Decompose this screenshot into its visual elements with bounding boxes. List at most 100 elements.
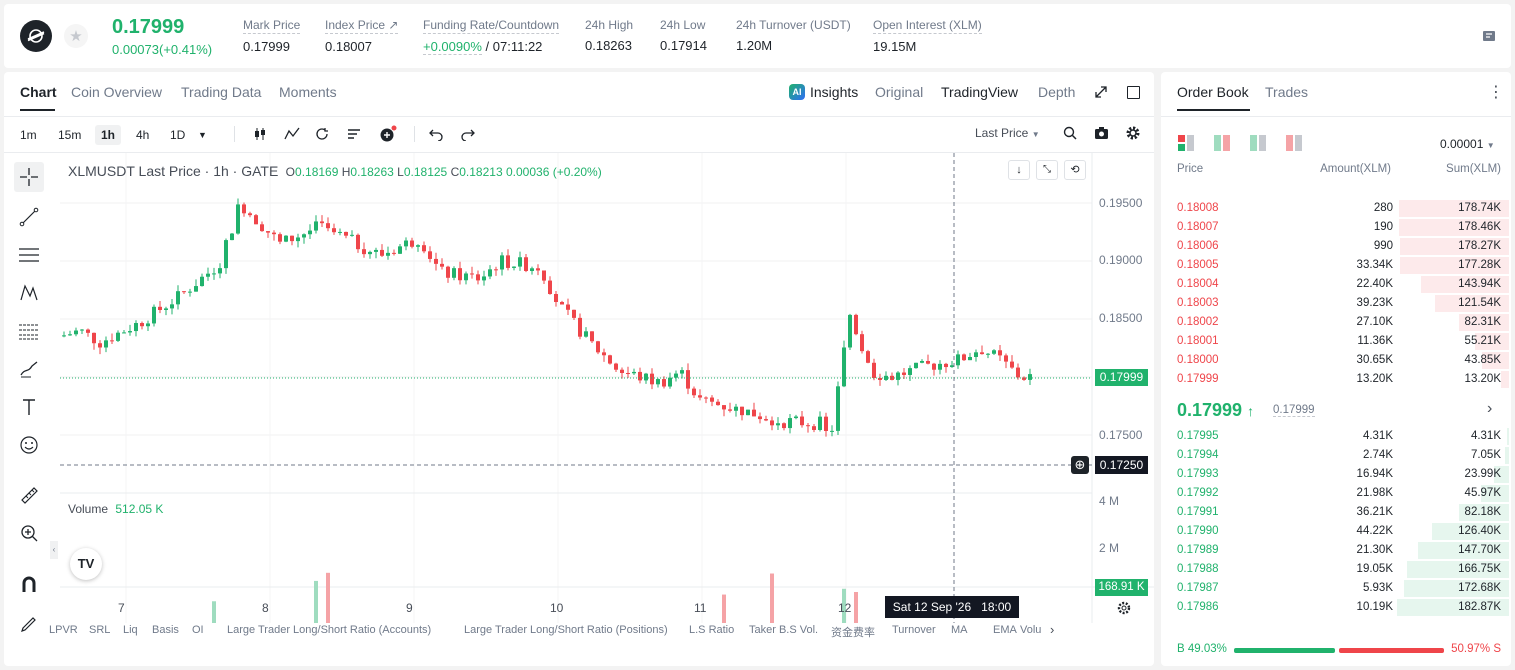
more-menu-icon[interactable]: ⋮ [1488,84,1504,101]
header-sum: Sum(XLM) [1446,163,1501,175]
tab-insights[interactable]: Insights [810,84,859,100]
search-icon[interactable] [1063,126,1077,145]
tab-order-book[interactable]: Order Book [1177,84,1249,100]
bid-sum: 45.97K [1464,487,1501,499]
candlestick-chart[interactable] [60,153,1154,623]
scroll-to-latest-icon[interactable]: ↓ [1008,160,1030,180]
indicator-item[interactable]: Large Trader Long/Short Ratio (Positions… [464,624,668,636]
chevron-right-icon[interactable]: › [1487,400,1493,417]
indicator-item[interactable]: L.S Ratio [689,624,735,636]
horizontal-lines-tool-icon[interactable] [14,240,44,270]
timeframe-1d[interactable]: 1D [170,128,186,142]
timeframe-1m[interactable]: 1m [20,128,37,142]
ask-row[interactable]: 0.18002 27.10K 82.31K [1177,313,1509,332]
ask-row[interactable]: 0.18007 190 178.46K [1177,218,1509,237]
emoji-tool-icon[interactable] [14,430,44,460]
settings-gear-icon[interactable] [1126,126,1140,145]
indicator-item[interactable]: Taker B.S Vol. [749,624,819,636]
indicator-item[interactable]: Liq [123,624,138,636]
tab-trading-data[interactable]: Trading Data [181,84,262,100]
bid-row[interactable]: 0.17994 2.74K 7.05K [1177,446,1509,465]
ask-row[interactable]: 0.18003 39.23K 121.54K [1177,294,1509,313]
indicator-item[interactable]: MA [951,624,968,636]
collapse-toolbar-icon[interactable]: ‹ [50,541,58,559]
chevron-right-icon[interactable]: › [1050,622,1055,637]
bid-row[interactable]: 0.17986 10.19K 182.87K [1177,598,1509,617]
tab-tradingview[interactable]: TradingView [941,84,1019,100]
notes-icon[interactable] [1479,26,1499,46]
magnet-icon[interactable] [14,569,44,599]
bid-price: 0.17987 [1177,582,1219,594]
text-tool-icon[interactable] [14,392,44,422]
trendline-tool-icon[interactable] [14,202,44,232]
bid-row[interactable]: 0.17993 16.94K 23.99K [1177,465,1509,484]
camera-icon[interactable] [1094,126,1109,145]
collapse-icon[interactable]: ⤡ [1036,160,1058,180]
timeframe-4h[interactable]: 4h [136,128,150,142]
mid-price[interactable]: 0.17999 ↑ [1177,400,1254,421]
reset-view-icon[interactable]: ⟲ [1064,160,1086,180]
fib-tool-icon[interactable] [14,316,44,346]
stat-index-price[interactable]: Index Price ↗ 0.18007 [325,18,399,54]
add-alert-icon[interactable]: ⊕ [1071,456,1089,474]
tab-coin-overview[interactable]: Coin Overview [71,84,163,100]
indicators-icon[interactable] [284,127,300,146]
bid-amount: 19.05K [1356,563,1393,575]
pattern-tool-icon[interactable] [14,278,44,308]
bid-row[interactable]: 0.17995 4.31K 4.31K [1177,427,1509,446]
indicator-item[interactable]: LPVR [49,624,78,636]
chevron-down-icon[interactable]: ▼ [198,130,207,140]
indicator-item[interactable]: Volu [1020,624,1042,636]
expand-icon[interactable] [1094,85,1108,104]
bid-row[interactable]: 0.17991 36.21K 82.18K [1177,503,1509,522]
bid-row[interactable]: 0.17988 19.05K 166.75K [1177,560,1509,579]
book-view-bids-icon[interactable] [1250,135,1266,156]
brush-tool-icon[interactable] [14,354,44,384]
ask-row[interactable]: 0.18000 30.65K 43.85K [1177,351,1509,370]
window-icon[interactable] [1127,86,1140,99]
timeframe-1h[interactable]: 1h [95,125,122,145]
candle-type-icon[interactable] [253,127,267,146]
indicator-item[interactable]: 资金费率 [831,627,875,639]
book-view-both-icon[interactable] [1178,135,1194,156]
add-indicator-icon[interactable] [379,125,397,148]
candle-body [146,323,150,327]
indicator-item[interactable]: Basis [152,624,179,636]
indicator-item[interactable]: Large Trader Long/Short Ratio (Accounts) [227,624,432,636]
favorite-star-icon[interactable]: ★ [64,24,88,48]
indicator-item[interactable]: EMA [993,624,1017,636]
ask-row[interactable]: 0.17999 13.20K 13.20K [1177,370,1509,389]
tab-chart[interactable]: Chart [20,84,57,100]
bid-row[interactable]: 0.17990 44.22K 126.40K [1177,522,1509,541]
tab-trades[interactable]: Trades [1265,84,1309,100]
bid-row[interactable]: 0.17987 5.93K 172.68K [1177,579,1509,598]
ask-row[interactable]: 0.18006 990 178.27K [1177,237,1509,256]
indicator-item[interactable]: SRL [89,624,111,636]
precision-select[interactable]: 0.00001 ▼ [1440,137,1495,151]
tab-moments[interactable]: Moments [279,84,337,100]
bid-depth-bar [1458,504,1509,521]
redo-icon[interactable] [461,127,475,146]
book-view-asks-icon[interactable] [1286,135,1302,156]
template-icon[interactable] [347,127,361,146]
ask-row[interactable]: 0.18005 33.34K 177.28K [1177,256,1509,275]
bid-row[interactable]: 0.17992 21.98K 45.97K [1177,484,1509,503]
tab-depth[interactable]: Depth [1038,84,1076,100]
undo-icon[interactable] [429,127,443,146]
ask-row[interactable]: 0.18001 11.36K 55.21K [1177,332,1509,351]
ask-row[interactable]: 0.18008 280 178.74K [1177,199,1509,218]
indicator-item[interactable]: OI [192,624,204,636]
axis-settings-icon[interactable] [1117,601,1131,620]
zoom-in-icon[interactable] [14,518,44,548]
timeframe-15m[interactable]: 15m [58,128,82,142]
price-type-select[interactable]: Last Price ▼ [975,126,1040,140]
bid-row[interactable]: 0.17989 21.30K 147.70K [1177,541,1509,560]
ruler-tool-icon[interactable] [14,480,44,510]
indicator-item[interactable]: Turnover [892,624,936,636]
crosshair-tool-icon[interactable] [14,162,44,192]
refresh-icon[interactable] [315,127,329,146]
pencil-lock-icon[interactable] [14,607,44,637]
book-view-split-icon[interactable] [1214,135,1230,156]
ask-row[interactable]: 0.18004 22.40K 143.94K [1177,275,1509,294]
tab-original[interactable]: Original [875,84,924,100]
